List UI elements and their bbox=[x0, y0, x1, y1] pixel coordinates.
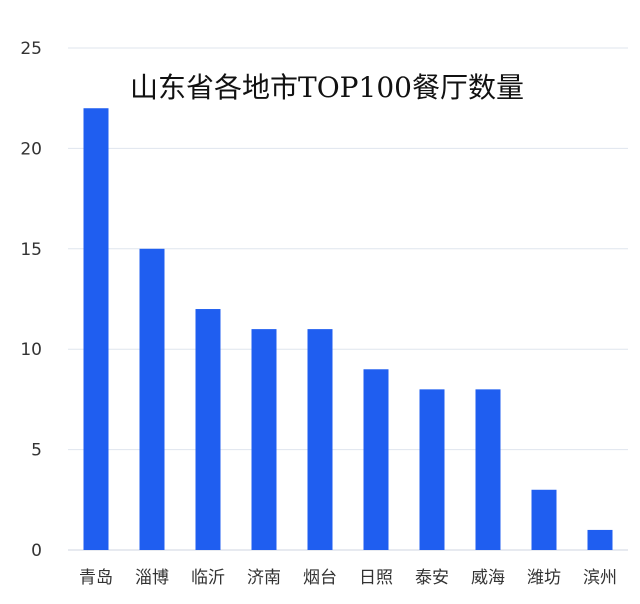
x-tick-label: 日照 bbox=[359, 568, 393, 588]
x-tick-label: 临沂 bbox=[191, 568, 225, 588]
bar bbox=[195, 309, 221, 550]
x-tick-label: 滨州 bbox=[583, 568, 617, 588]
x-tick-label: 泰安 bbox=[415, 568, 449, 588]
x-tick-label: 济南 bbox=[247, 568, 281, 588]
bar bbox=[251, 329, 277, 550]
x-tick-label: 威海 bbox=[471, 568, 505, 588]
y-tick-label: 10 bbox=[20, 340, 42, 360]
y-tick-label: 5 bbox=[31, 441, 42, 461]
bar bbox=[139, 248, 165, 551]
bars-layer bbox=[83, 108, 613, 551]
bar bbox=[419, 389, 445, 550]
bar bbox=[83, 108, 109, 551]
x-tick-label: 青岛 bbox=[79, 568, 113, 588]
x-tick-label: 潍坊 bbox=[527, 568, 561, 588]
bar bbox=[587, 529, 613, 550]
y-tick-label: 0 bbox=[31, 541, 42, 561]
chart-title: 山东省各地市TOP100餐厅数量 bbox=[130, 71, 524, 104]
bar bbox=[531, 489, 557, 550]
y-tick-label: 15 bbox=[20, 240, 42, 260]
bar bbox=[475, 389, 501, 550]
bar bbox=[307, 329, 333, 550]
labels-layer: 0 5 10 15 20 25 青岛 淄博 临沂 济南 烟台 日照 泰安 威海 潍坊 滨州 bbox=[20, 39, 617, 588]
bar bbox=[363, 369, 389, 550]
y-tick-label: 20 bbox=[20, 139, 42, 159]
y-tick-label: 25 bbox=[20, 39, 42, 59]
x-tick-label: 烟台 bbox=[303, 568, 337, 588]
x-tick-label: 淄博 bbox=[135, 568, 169, 588]
